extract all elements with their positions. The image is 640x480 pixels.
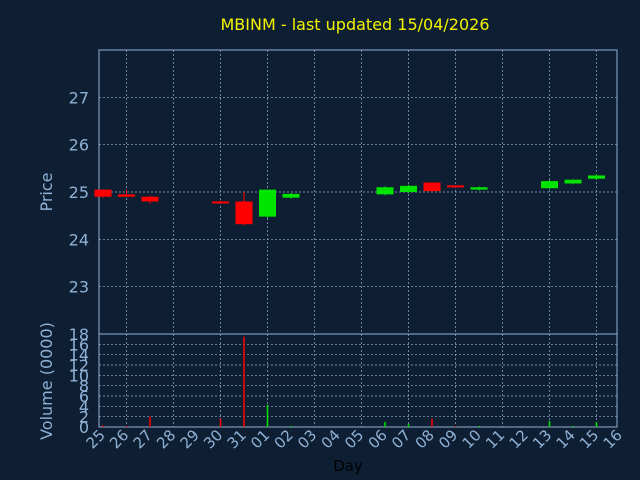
x-tick-label: 01 <box>247 426 273 452</box>
volume-grid <box>99 343 617 418</box>
x-tick-label: 02 <box>271 426 297 452</box>
x-tick-label: 07 <box>388 426 414 452</box>
volume-bar <box>219 418 222 427</box>
x-tick-label: 06 <box>365 426 391 452</box>
x-tick-label: 26 <box>106 426 132 452</box>
volume-bar <box>595 422 598 427</box>
price-tick-label: 24 <box>69 230 89 249</box>
volume-bar <box>125 425 128 427</box>
volume-tick-label: 10 <box>69 366 89 385</box>
x-axis-label: Day <box>333 457 363 475</box>
volume-plot-frame <box>98 333 618 428</box>
candle-body <box>400 185 417 192</box>
candle-body <box>376 187 394 195</box>
volume-tick-label: 14 <box>69 346 89 365</box>
candle-body <box>259 189 276 217</box>
volume-bar <box>266 404 269 427</box>
price-axis-label: Price <box>37 172 56 211</box>
x-tick-label: 15 <box>576 426 602 452</box>
x-tick-label: 14 <box>553 426 579 452</box>
x-tick-label: 03 <box>294 426 320 452</box>
x-tick-label: 28 <box>153 426 179 452</box>
volume-tick-label: 2 <box>79 408 89 427</box>
x-tick-label: 05 <box>341 426 367 452</box>
volume-tick-label: 18 <box>69 325 89 344</box>
x-tick-label: 30 <box>200 426 226 452</box>
volume-bar <box>407 423 410 427</box>
x-tick-label: 13 <box>529 426 555 452</box>
price-y-ticks: 23 24 25 26 27 <box>69 88 89 296</box>
candle-body <box>423 182 441 192</box>
candlesticks <box>94 174 605 226</box>
candle-body <box>541 181 558 189</box>
candle-body <box>141 196 159 202</box>
price-tick-label: 25 <box>69 183 89 202</box>
candle-body <box>94 189 112 197</box>
x-tick-label: 27 <box>130 426 156 452</box>
volume-tick-label: 6 <box>79 387 89 406</box>
volume-tick-label: 16 <box>69 335 89 354</box>
volume-axis-label: Volume (0000) <box>37 322 56 440</box>
candle-body <box>588 175 605 179</box>
candle-body <box>212 201 229 204</box>
x-tick-label: 31 <box>224 426 250 452</box>
volume-bar <box>454 425 457 427</box>
volume-bar <box>102 425 104 427</box>
x-tick-labels: 2526272829303101020304050607080910111213… <box>83 426 626 452</box>
x-tick-label: 12 <box>506 426 532 452</box>
candle-body <box>235 201 253 225</box>
volume-bar <box>572 425 574 427</box>
candle-body <box>118 194 135 197</box>
volume-tick-label: 0 <box>79 418 89 437</box>
x-tick-label: 09 <box>435 426 461 452</box>
volume-bar <box>548 420 551 427</box>
price-tick-label: 23 <box>69 278 89 297</box>
volume-bar <box>243 336 245 427</box>
x-grid <box>126 50 597 427</box>
x-tick-label: 29 <box>177 426 203 452</box>
volume-bar <box>431 418 433 427</box>
volume-bar <box>149 416 151 427</box>
volume-bar <box>384 421 386 427</box>
price-tick-label: 27 <box>69 88 89 107</box>
x-tick-label: 11 <box>482 426 508 452</box>
volume-bar <box>290 425 292 427</box>
price-tick-label: 26 <box>69 136 89 155</box>
volume-bars <box>102 336 598 427</box>
x-tick-label: 04 <box>318 426 344 452</box>
price-grid <box>99 96 617 288</box>
x-tick-label: 08 <box>412 426 438 452</box>
candle-body <box>447 185 464 188</box>
candle-body <box>282 193 300 198</box>
candle-body <box>470 187 488 190</box>
volume-bar <box>478 425 480 427</box>
x-tick-label: 16 <box>600 426 626 452</box>
chart-title: MBINM - last updated 15/04/2026 <box>221 15 490 34</box>
volume-tick-label: 12 <box>69 356 89 375</box>
x-tick-label: 10 <box>459 426 485 452</box>
candle-body <box>564 179 582 184</box>
volume-tick-label: 4 <box>79 397 89 416</box>
volume-tick-label: 8 <box>79 377 89 396</box>
